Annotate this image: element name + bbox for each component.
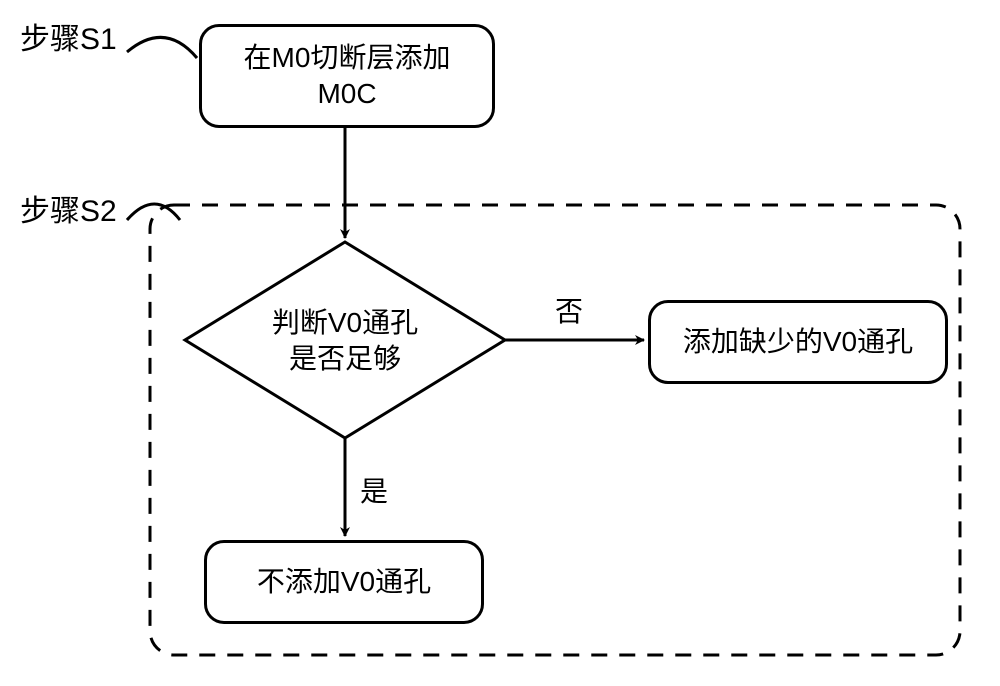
node-add-missing-v0: 添加缺少的V0通孔 [648,300,948,384]
step-s1-connector [127,37,197,58]
step-s2-label: 步骤S2 [20,186,117,230]
step-s2-connector [127,204,180,220]
edge-label-yes: 是 [360,470,388,510]
node-no-add-v0: 不添加V0通孔 [204,540,484,624]
edge-label-no: 否 [555,290,583,330]
node-add-m0c-text: 在M0切断层添加 M0C [244,40,451,113]
decision-diamond [185,242,505,438]
node-no-add-v0-text: 不添加V0通孔 [257,564,431,600]
decision-text-line1: 判断V0通孔 [272,307,418,338]
decision-text-line2: 是否足够 [289,343,401,374]
step-s1-label: 步骤S1 [20,14,117,58]
node-add-missing-v0-text: 添加缺少的V0通孔 [683,324,913,360]
node-add-m0c: 在M0切断层添加 M0C [199,24,495,128]
